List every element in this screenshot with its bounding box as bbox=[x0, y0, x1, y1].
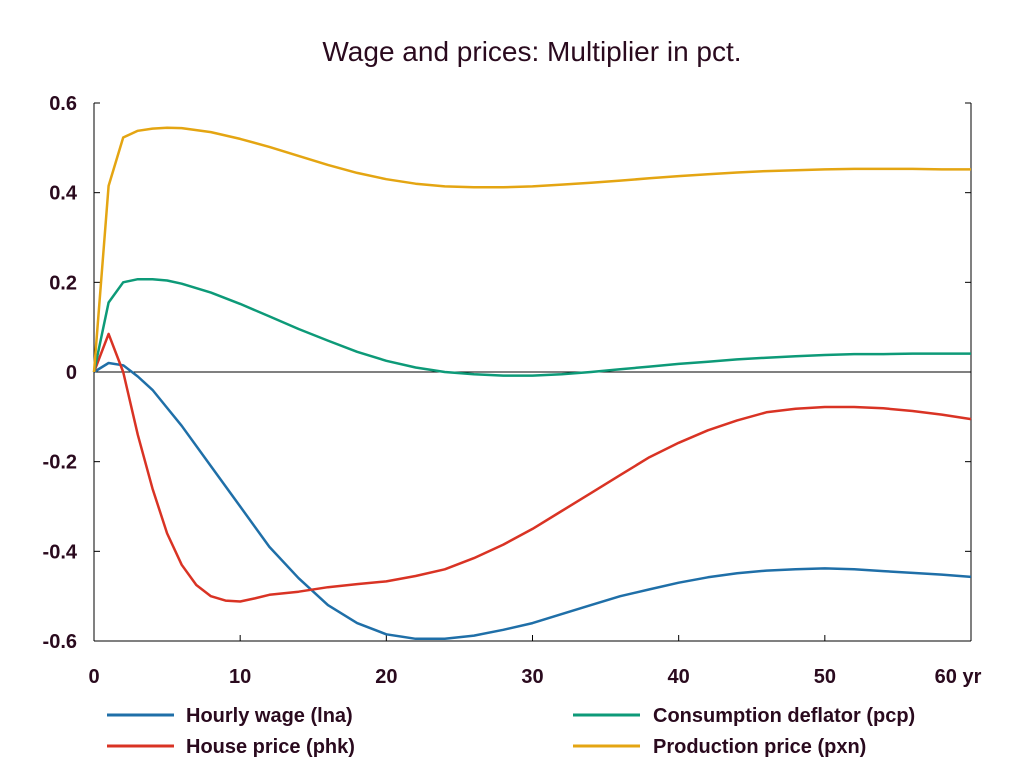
y-tick-label: 0.2 bbox=[49, 272, 77, 294]
legend-label-lna: Hourly wage (lna) bbox=[186, 705, 353, 727]
legend-label-phk: House price (phk) bbox=[186, 736, 355, 758]
x-tick-label: 10 bbox=[229, 666, 251, 688]
legend: Hourly wage (lna) House price (phk) Cons… bbox=[107, 705, 915, 758]
series-line-phk bbox=[92, 332, 972, 603]
legend-label-pxn: Production price (pxn) bbox=[653, 736, 866, 758]
x-axis-ticks: 0 10 20 30 40 50 60 yr bbox=[88, 635, 982, 688]
y-axis-ticks: 0.6 0.4 0.2 0 -0.2 -0.4 -0.6 bbox=[43, 93, 971, 653]
y-tick-label: -0.4 bbox=[43, 541, 78, 563]
series-line-pxn bbox=[92, 126, 971, 373]
y-tick-label: 0.4 bbox=[49, 183, 78, 205]
legend-label-pcp: Consumption deflator (pcp) bbox=[653, 705, 915, 727]
y-tick-label: -0.2 bbox=[43, 452, 77, 474]
chart-title: Wage and prices: Multiplier in pct. bbox=[322, 36, 741, 67]
y-tick-label: 0 bbox=[66, 362, 77, 384]
x-tick-label: 60 yr bbox=[935, 666, 982, 688]
series-lines bbox=[92, 126, 972, 641]
y-tick-label: 0.6 bbox=[49, 93, 77, 115]
x-tick-label: 50 bbox=[814, 666, 836, 688]
series-line-lna bbox=[93, 361, 972, 641]
x-tick-label: 0 bbox=[88, 666, 99, 688]
series-line-pcp bbox=[92, 277, 971, 377]
plot-area bbox=[93, 103, 972, 642]
x-tick-label: 30 bbox=[521, 666, 543, 688]
x-tick-label: 40 bbox=[668, 666, 690, 688]
y-tick-label: -0.6 bbox=[43, 631, 77, 653]
x-tick-label: 20 bbox=[375, 666, 397, 688]
